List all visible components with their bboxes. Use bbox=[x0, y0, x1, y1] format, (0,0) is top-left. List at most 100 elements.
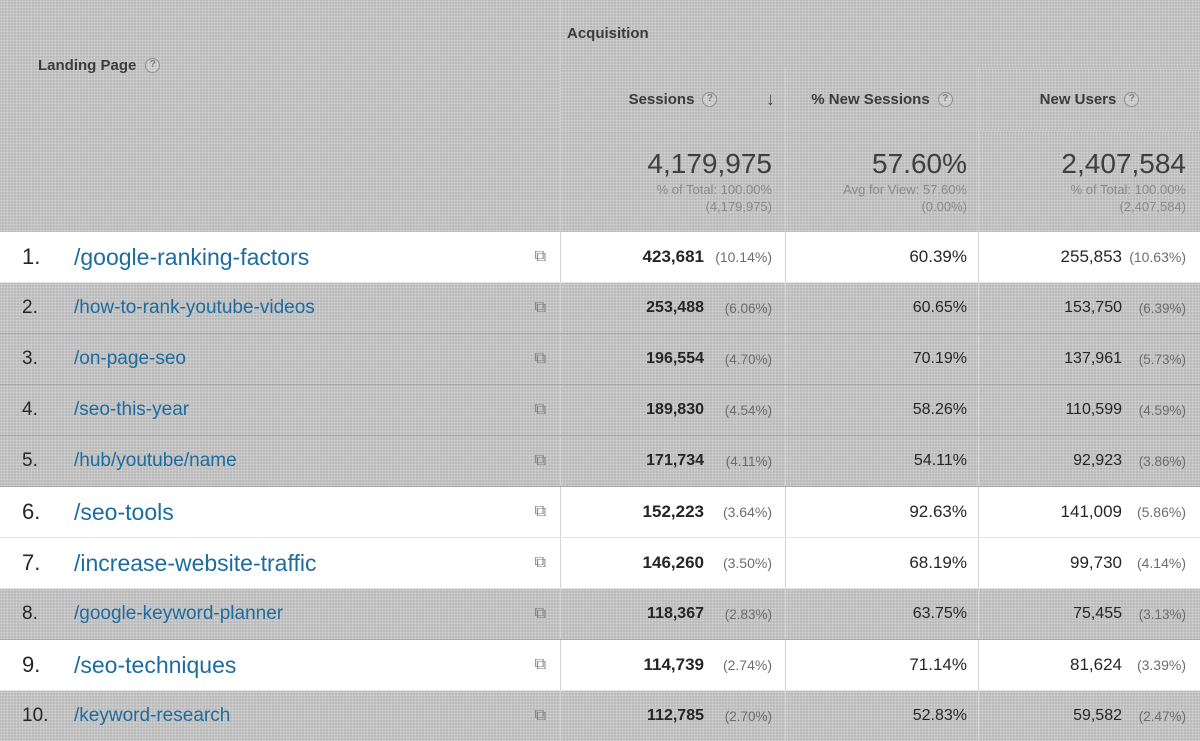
open-in-new-icon[interactable]: ⧉ bbox=[534, 503, 546, 520]
sessions-percent: (4.70%) bbox=[724, 351, 772, 367]
acquisition-group-header: Acquisition bbox=[561, 0, 1200, 68]
sessions-percent: (3.50%) bbox=[722, 555, 772, 571]
table-row: 5. /hub/youtube/name ⧉ 171,734 (4.11%) 5… bbox=[0, 436, 1200, 487]
landing-page-cell: 1. /google-ranking-factors ⧉ bbox=[0, 232, 560, 282]
sessions-cell: 152,223 (3.64%) bbox=[560, 487, 785, 537]
sessions-summary-cell: 4,179,975 % of Total: 100.00% (4,179,975… bbox=[560, 130, 785, 231]
row-number: 7. bbox=[22, 550, 41, 575]
sessions-total-value: (4,179,975) bbox=[705, 198, 773, 214]
sessions-percent: (2.74%) bbox=[722, 657, 772, 673]
sessions-cell: 423,681 (10.14%) bbox=[560, 232, 785, 282]
new-users-cell: 110,599 (4.59%) bbox=[978, 385, 1200, 435]
row-number: 8. bbox=[22, 603, 38, 624]
new-users-percent: (2.47%) bbox=[1138, 708, 1186, 724]
new-sessions-value: 58.26% bbox=[912, 401, 967, 418]
new-users-value: 59,582 bbox=[1073, 707, 1122, 724]
new-sessions-cell: 68.19% bbox=[785, 538, 978, 588]
sort-descending-icon[interactable]: ↓ bbox=[766, 88, 775, 109]
open-in-new-icon[interactable]: ⧉ bbox=[534, 656, 546, 673]
new-sessions-average-value: (0.00%) bbox=[921, 198, 967, 214]
landing-page-cell: 10. /keyword-research ⧉ bbox=[0, 691, 560, 741]
row-number: 10. bbox=[22, 705, 49, 726]
sessions-value: 146,260 bbox=[642, 553, 704, 572]
landing-page-link[interactable]: /google-keyword-planner bbox=[74, 603, 284, 624]
table-row: 3. /on-page-seo ⧉ 196,554 (4.70%) 70.19%… bbox=[0, 334, 1200, 385]
landing-page-cell: 9. /seo-techniques ⧉ bbox=[0, 640, 560, 690]
acquisition-header-group: Acquisition Sessions ? ↓ % New Sessions … bbox=[560, 0, 1200, 130]
sessions-value: 423,681 bbox=[642, 247, 704, 266]
new-sessions-value: 92.63% bbox=[909, 502, 967, 521]
acquisition-label: Acquisition bbox=[567, 25, 649, 42]
new-sessions-value: 63.75% bbox=[912, 605, 967, 622]
new-sessions-value: 60.39% bbox=[909, 247, 967, 266]
table-row: 2. /how-to-rank-youtube-videos ⧉ 253,488… bbox=[0, 283, 1200, 334]
new-users-cell: 99,730 (4.14%) bbox=[978, 538, 1200, 588]
sessions-cell: 146,260 (3.50%) bbox=[560, 538, 785, 588]
open-in-new-icon[interactable]: ⧉ bbox=[534, 707, 546, 724]
sessions-percent: (10.14%) bbox=[715, 249, 772, 265]
sessions-value: 253,488 bbox=[646, 299, 704, 316]
new-users-summary-cell: 2,407,584 % of Total: 100.00% (2,407,584… bbox=[978, 130, 1200, 231]
help-icon[interactable]: ? bbox=[145, 57, 161, 73]
open-in-new-icon[interactable]: ⧉ bbox=[534, 605, 546, 622]
landing-page-link[interactable]: /keyword-research bbox=[74, 705, 231, 726]
new-users-column-header[interactable]: New Users ? bbox=[978, 68, 1200, 130]
sessions-column-header[interactable]: Sessions ? ↓ bbox=[561, 68, 785, 130]
row-number: 2. bbox=[22, 297, 38, 318]
new-users-total: 2,407,584 bbox=[1061, 148, 1186, 179]
new-users-cell: 255,853 (10.63%) bbox=[978, 232, 1200, 282]
new-sessions-average: 57.60% bbox=[872, 148, 967, 179]
new-sessions-value: 54.11% bbox=[913, 452, 967, 469]
help-icon[interactable]: ? bbox=[937, 91, 953, 107]
sessions-value: 152,223 bbox=[642, 502, 704, 521]
sessions-value: 196,554 bbox=[646, 350, 704, 367]
landing-page-cell: 5. /hub/youtube/name ⧉ bbox=[0, 436, 560, 486]
sessions-value: 112,785 bbox=[647, 707, 704, 724]
sessions-cell: 118,367 (2.83%) bbox=[560, 589, 785, 639]
new-users-percent: (5.73%) bbox=[1138, 351, 1186, 367]
open-in-new-icon[interactable]: ⧉ bbox=[534, 248, 546, 265]
new-users-percent: (3.39%) bbox=[1136, 657, 1186, 673]
new-sessions-cell: 52.83% bbox=[785, 691, 978, 741]
new-users-cell: 81,624 (3.39%) bbox=[978, 640, 1200, 690]
new-users-value: 75,455 bbox=[1073, 605, 1122, 622]
new-sessions-column-header[interactable]: % New Sessions ? bbox=[785, 68, 978, 130]
landing-page-link[interactable]: /increase-website-traffic bbox=[74, 549, 317, 576]
landing-page-link[interactable]: /how-to-rank-youtube-videos bbox=[74, 297, 315, 318]
open-in-new-icon[interactable]: ⧉ bbox=[534, 452, 546, 469]
open-in-new-icon[interactable]: ⧉ bbox=[534, 350, 546, 367]
summary-empty-cell bbox=[0, 130, 560, 231]
landing-page-column-header[interactable]: Landing Page ? bbox=[0, 0, 560, 130]
landing-page-cell: 6. /seo-tools ⧉ bbox=[0, 487, 560, 537]
new-sessions-average-note: Avg for View: 57.60% bbox=[843, 181, 967, 197]
new-sessions-cell: 71.14% bbox=[785, 640, 978, 690]
row-number: 1. bbox=[22, 244, 41, 269]
landing-page-link[interactable]: /seo-this-year bbox=[74, 399, 190, 420]
open-in-new-icon[interactable]: ⧉ bbox=[534, 401, 546, 418]
sessions-cell: 114,739 (2.74%) bbox=[560, 640, 785, 690]
summary-row: 4,179,975 % of Total: 100.00% (4,179,975… bbox=[0, 130, 1200, 232]
sessions-value: 189,830 bbox=[646, 401, 704, 418]
table-row: 7. /increase-website-traffic ⧉ 146,260 (… bbox=[0, 538, 1200, 589]
sessions-cell: 189,830 (4.54%) bbox=[560, 385, 785, 435]
new-users-value: 137,961 bbox=[1064, 350, 1122, 367]
new-users-percent: (3.13%) bbox=[1138, 606, 1186, 622]
new-users-total-note: % of Total: 100.00% bbox=[1070, 181, 1186, 197]
sessions-cell: 196,554 (4.70%) bbox=[560, 334, 785, 384]
help-icon[interactable]: ? bbox=[1124, 91, 1140, 107]
new-users-value: 99,730 bbox=[1070, 553, 1122, 572]
help-icon[interactable]: ? bbox=[702, 91, 718, 107]
landing-page-link[interactable]: /on-page-seo bbox=[74, 348, 186, 369]
new-users-percent: (5.86%) bbox=[1136, 504, 1186, 520]
new-sessions-value: 60.65% bbox=[912, 299, 967, 316]
landing-page-link[interactable]: /hub/youtube/name bbox=[74, 450, 237, 471]
sessions-cell: 171,734 (4.11%) bbox=[560, 436, 785, 486]
landing-page-link[interactable]: /seo-tools bbox=[74, 498, 174, 525]
landing-page-link[interactable]: /seo-techniques bbox=[74, 651, 237, 678]
new-sessions-cell: 60.39% bbox=[785, 232, 978, 282]
landing-page-link[interactable]: /google-ranking-factors bbox=[74, 243, 310, 270]
open-in-new-icon[interactable]: ⧉ bbox=[534, 554, 546, 571]
row-number: 6. bbox=[22, 499, 41, 524]
open-in-new-icon[interactable]: ⧉ bbox=[534, 299, 546, 316]
landing-page-header-label: Landing Page bbox=[38, 56, 137, 74]
